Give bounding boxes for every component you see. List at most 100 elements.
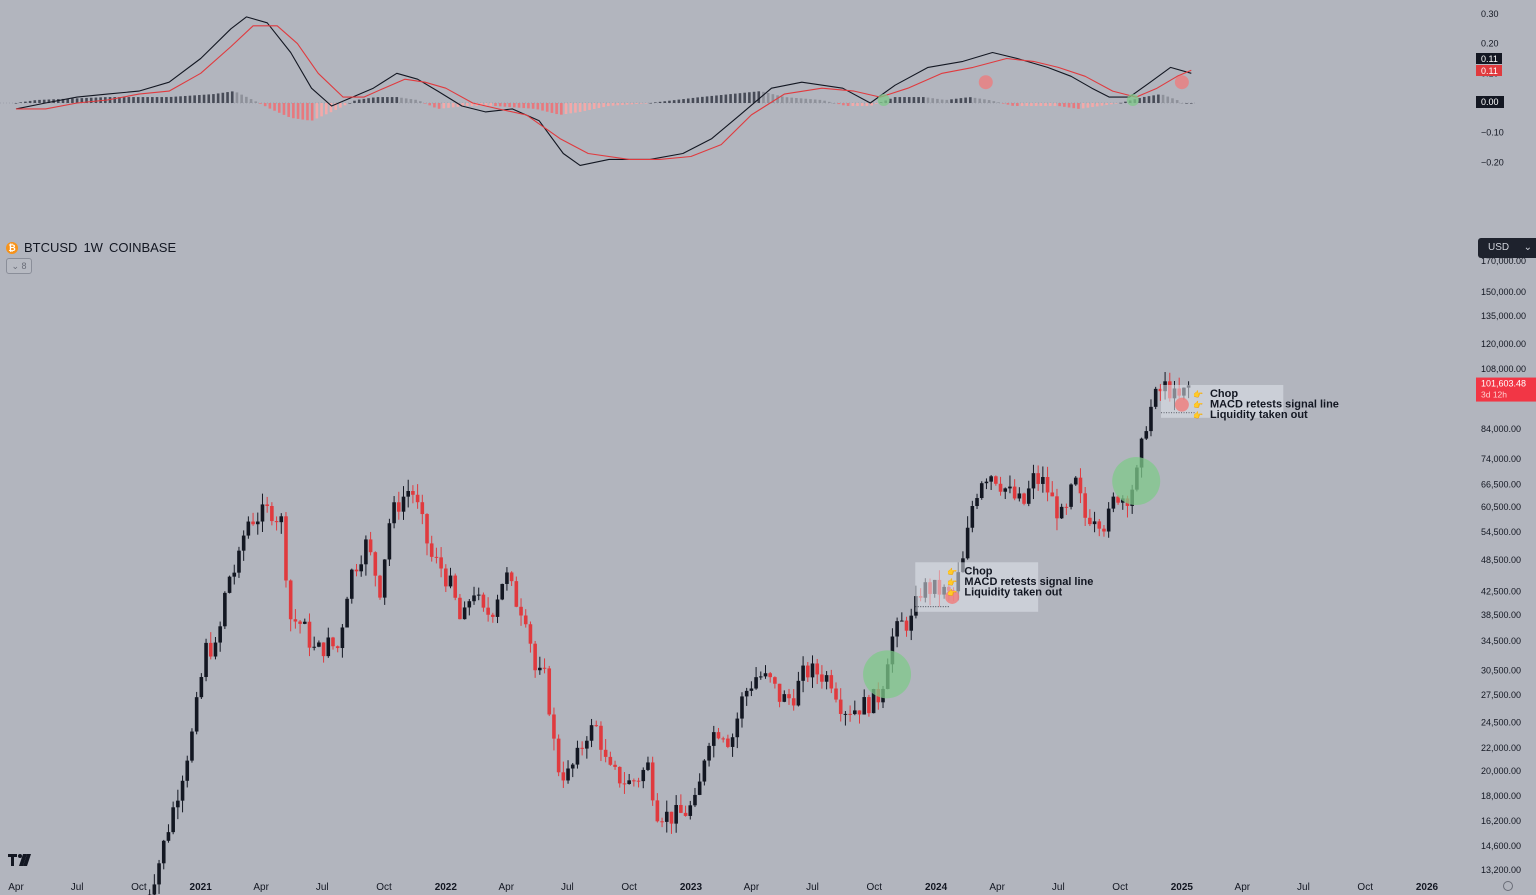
candle-body xyxy=(1008,486,1012,489)
macd-histogram-bar xyxy=(1086,103,1090,108)
macd-histogram-bar xyxy=(193,95,196,103)
candle-body xyxy=(740,696,744,719)
macd-histogram-bar xyxy=(296,103,300,119)
macd-histogram-bar xyxy=(216,93,220,103)
macd-histogram-bar xyxy=(188,95,192,103)
candle-body xyxy=(1139,438,1144,468)
macd-histogram-bar xyxy=(141,97,145,103)
candle-body xyxy=(523,615,528,625)
macd-histogram-bar xyxy=(456,103,460,107)
candle-body xyxy=(397,502,401,512)
candle-body xyxy=(321,642,326,657)
macd-histogram-bar xyxy=(668,100,671,103)
candle-body xyxy=(1050,492,1055,497)
macd-histogram-bar xyxy=(273,103,276,111)
macd-histogram-bar xyxy=(809,99,812,103)
candle-body xyxy=(411,491,415,495)
collapse-indicators-button[interactable]: ⌄ 8 xyxy=(6,258,32,274)
macd-histogram-bar xyxy=(357,99,361,103)
candle-body xyxy=(909,615,914,631)
candle-body xyxy=(697,781,702,795)
macd-histogram-bar xyxy=(644,103,648,104)
candle-body xyxy=(791,698,796,706)
macd-histogram-bar xyxy=(738,93,742,103)
candle-body xyxy=(1116,496,1120,503)
macd-histogram-bar xyxy=(907,97,911,103)
tradingview-logo[interactable] xyxy=(8,853,32,867)
macd-histogram-bar xyxy=(837,103,840,105)
candle-body xyxy=(871,689,876,714)
macd-histogram-bar xyxy=(235,92,239,103)
candle-body xyxy=(157,863,161,885)
candle-body xyxy=(288,580,293,620)
macd-histogram-bar xyxy=(780,96,784,103)
macd-histogram-bar xyxy=(715,95,718,103)
candle-body xyxy=(975,498,979,507)
macd-histogram-bar xyxy=(804,98,808,103)
macd-histogram-bar xyxy=(381,97,384,103)
macd-histogram-bar xyxy=(969,97,972,103)
macd-histogram-bar xyxy=(277,103,281,113)
macd-histogram-bar xyxy=(183,95,187,103)
macd-histogram-bar xyxy=(799,98,803,103)
macd-histogram-bar xyxy=(24,101,27,103)
macd-histogram-bar xyxy=(776,95,779,103)
macd-histogram-bar xyxy=(983,99,986,103)
candle-body xyxy=(585,740,589,749)
price-y-tick-label: 14,600.00 xyxy=(1481,841,1521,851)
macd-histogram-bar xyxy=(1166,96,1170,103)
macd-histogram-bar xyxy=(320,103,323,117)
candle-body xyxy=(542,667,547,669)
currency-select[interactable]: USD ⌄ xyxy=(1478,238,1536,258)
candle-body xyxy=(1149,406,1153,432)
macd-histogram-bar xyxy=(1171,98,1174,103)
candle-body xyxy=(284,516,288,581)
candle-body xyxy=(853,710,857,715)
price-y-tick-label: 24,500.00 xyxy=(1481,718,1521,728)
macd-histogram-bar xyxy=(959,98,963,103)
macd-histogram-bar xyxy=(306,103,309,121)
macd-histogram-bar xyxy=(508,103,511,108)
zero-value-label: 0.00 xyxy=(1481,97,1499,107)
macd-histogram-bar xyxy=(174,96,178,103)
candle-body xyxy=(326,637,331,657)
pointing-hand-icon: 👉 xyxy=(947,588,957,597)
candle-body xyxy=(528,624,533,644)
macd-histogram-bar xyxy=(1081,103,1085,109)
macd-histogram-bar xyxy=(489,103,493,106)
x-tick-label: Oct xyxy=(376,882,392,893)
macd-histogram-bar xyxy=(536,103,540,110)
macd-histogram-bar xyxy=(1072,103,1076,109)
macd-histogram-bar xyxy=(564,103,568,114)
zero-value-badge xyxy=(1476,96,1504,108)
macd-histogram-bar xyxy=(597,103,601,109)
candle-body xyxy=(453,575,458,598)
candle-body xyxy=(622,783,627,785)
macd-histogram-bar xyxy=(733,93,737,103)
macd-histogram-bar xyxy=(348,103,352,104)
candle-body xyxy=(664,811,669,822)
candle-body xyxy=(655,800,660,822)
macd-histogram-bar xyxy=(249,99,253,103)
macd-histogram-bar xyxy=(1189,103,1193,104)
macd-histogram-bar xyxy=(931,98,935,103)
macd-histogram-bar xyxy=(1006,103,1010,105)
macd-histogram-bar xyxy=(757,91,761,103)
candle-body xyxy=(194,697,199,732)
macd-histogram-bar xyxy=(578,103,582,112)
price-y-tick-label: 34,500.00 xyxy=(1481,636,1521,646)
macd-histogram-bar xyxy=(1025,103,1029,106)
candle-body xyxy=(152,884,157,895)
symbol-info[interactable]: ₿ BTCUSD 1W COINBASE xyxy=(6,240,176,255)
red-cross-marker xyxy=(1174,75,1189,90)
candle-body xyxy=(354,569,359,572)
candle-body xyxy=(1064,506,1069,508)
price-y-tick-label: 66,500.00 xyxy=(1481,480,1521,490)
macd-histogram-bar xyxy=(701,96,704,103)
macd-histogram-bar xyxy=(950,99,953,103)
signal-value-badge xyxy=(1476,65,1502,76)
macd-histogram-bar xyxy=(823,100,826,103)
candle-body xyxy=(1158,388,1163,392)
x-tick-label: Jul xyxy=(1297,882,1310,893)
